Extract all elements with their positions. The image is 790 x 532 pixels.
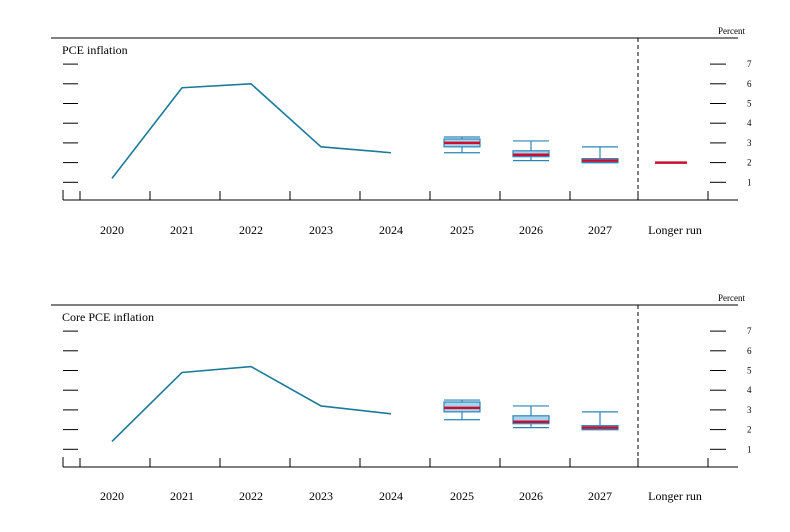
percent-label: Percent (718, 26, 745, 36)
y-tick-label: 5 (747, 366, 752, 376)
core-pce-inflation-panel: Core PCE inflation Percent 1 2 3 4 5 6 7 2020 2021… (51, 293, 752, 503)
projection-box-body (512, 415, 550, 425)
x-category-label: 2021 (170, 489, 194, 503)
y-tick-label: 1 (747, 177, 752, 187)
x-category-label: 2020 (100, 489, 124, 503)
y-tick-label: 6 (747, 79, 752, 89)
y-tick-label: 7 (747, 326, 752, 336)
x-category-label: 2024 (379, 489, 403, 503)
y-tick-label: 3 (747, 405, 752, 415)
projection-box (581, 411, 619, 431)
projection-box (443, 136, 481, 154)
y-tick-label: 1 (747, 444, 752, 454)
y-tick-label: 4 (747, 118, 752, 128)
panel-title: Core PCE inflation (62, 310, 154, 324)
y-tick-label: 7 (747, 59, 752, 69)
x-category-label: 2026 (519, 489, 543, 503)
y-tick-label: 3 (747, 138, 752, 148)
y-tick-label: 4 (747, 385, 752, 395)
y-tick-label: 5 (747, 99, 752, 109)
x-category-label: 2027 (588, 223, 612, 237)
pce-inflation-panel: PCE inflation Percent 1 2 3 4 5 6 7 2020 2021 2022 2… (51, 26, 752, 237)
x-category-label: 2025 (450, 489, 474, 503)
percent-label: Percent (718, 293, 745, 303)
panel-title: PCE inflation (62, 43, 128, 57)
x-category-label: 2022 (239, 489, 263, 503)
x-category-label: 2023 (309, 489, 333, 503)
projection-box (581, 146, 619, 164)
projection-box (443, 399, 481, 421)
y-tick-label: 2 (747, 425, 752, 435)
x-category-label: Longer run (648, 223, 702, 237)
projection-box (512, 405, 550, 429)
x-category-label: 2020 (100, 223, 124, 237)
history-line (111, 365, 392, 442)
x-category-label: 2025 (450, 223, 474, 237)
projection-box (512, 140, 550, 162)
x-category-label: 2027 (588, 489, 612, 503)
x-category-label: 2023 (309, 223, 333, 237)
x-category-label: 2021 (170, 223, 194, 237)
history-line (111, 82, 392, 179)
x-category-label: Longer run (648, 489, 702, 503)
y-tick-label: 6 (747, 346, 752, 356)
y-tick-label: 2 (747, 158, 752, 168)
x-category-label: 2022 (239, 223, 263, 237)
x-category-label: 2024 (379, 223, 403, 237)
x-category-label: 2026 (519, 223, 543, 237)
